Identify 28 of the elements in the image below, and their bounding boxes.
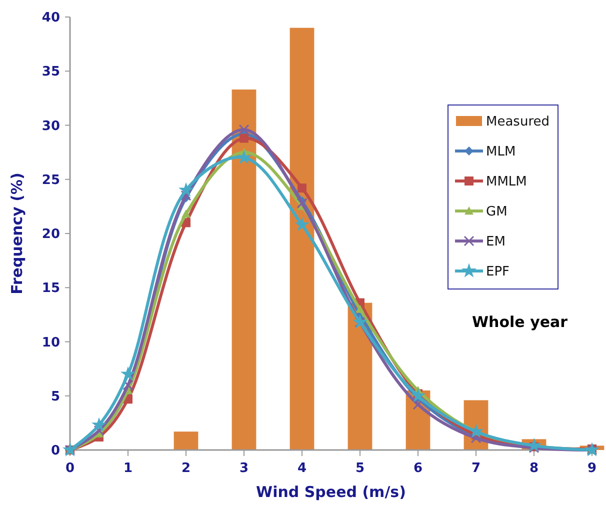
y-tick-label: 20 [42,227,60,242]
x-tick-label: 6 [413,461,423,476]
legend-label: GM [486,204,508,220]
legend-label: MLM [486,144,516,160]
legend-label: EM [486,234,506,250]
x-tick-label: 1 [123,461,133,476]
y-tick-label: 0 [50,444,60,459]
x-tick-label: 0 [65,461,75,476]
y-tick-label: 15 [42,281,60,296]
y-tick-label: 40 [42,10,60,26]
x-tick-label: 3 [239,461,249,476]
x-tick-label: 9 [587,461,597,476]
legend-label: Measured [486,114,550,130]
legend-label: MMLM [486,174,527,190]
x-tick-label: 7 [471,461,481,476]
y-tick-label: 30 [42,118,60,134]
annotation: Whole year [472,313,568,331]
y-tick-label: 5 [50,389,60,404]
x-tick-label: 5 [355,461,365,476]
x-tick-label: 2 [181,461,191,476]
x-tick-label: 4 [297,461,307,476]
y-tick-label: 10 [42,335,60,350]
y-axis-title: Frequency (%) [8,172,26,294]
legend-label: EPF [486,264,510,280]
y-tick-label: 35 [42,64,60,80]
x-tick-label: 8 [529,461,539,476]
x-axis-title: Wind Speed (m/s) [256,483,406,501]
y-tick-label: 25 [42,172,60,188]
